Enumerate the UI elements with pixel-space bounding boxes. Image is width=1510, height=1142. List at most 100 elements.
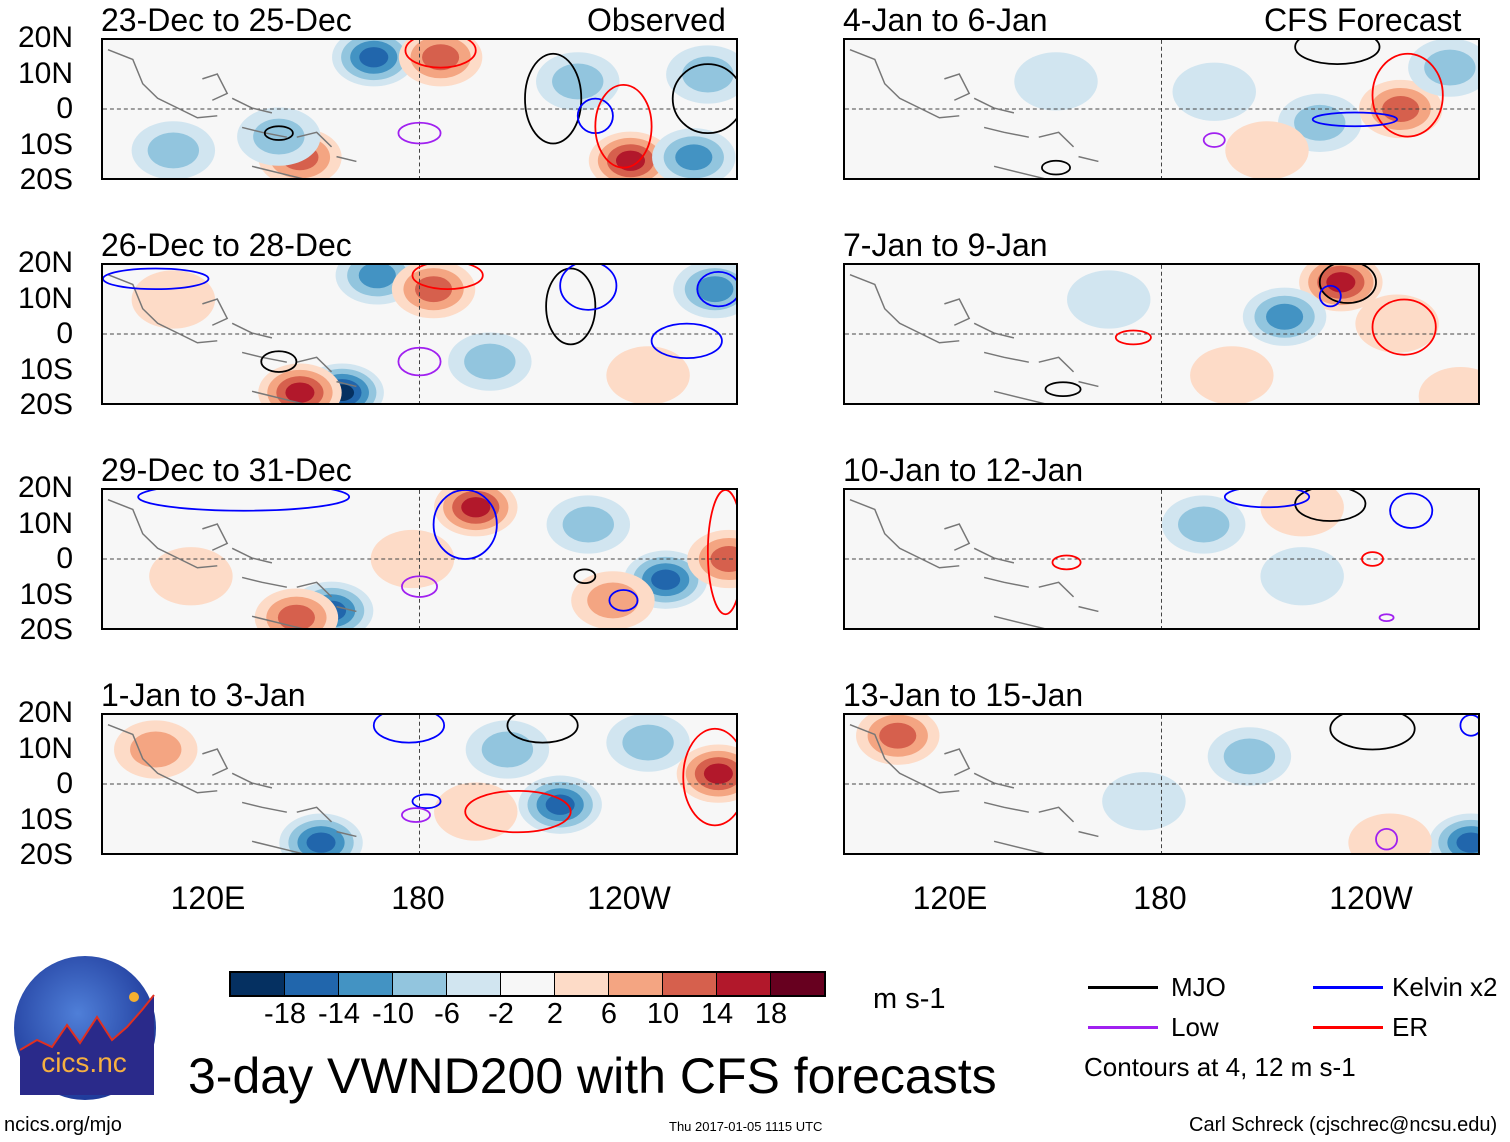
anomaly-shading: [1102, 772, 1186, 831]
colorbar: [229, 971, 826, 997]
mjo-contour: [260, 350, 298, 373]
map-panel: [843, 263, 1480, 405]
mjo-contour: [524, 52, 583, 145]
er-contour: [1371, 298, 1437, 356]
mjo-contour: [1041, 159, 1071, 176]
anomaly-shading: [285, 382, 315, 403]
low-contour: [401, 575, 438, 598]
colorbar-swatch: [663, 973, 717, 995]
anomaly-shading: [131, 270, 216, 329]
anomaly-shading: [696, 276, 734, 303]
er-contour: [404, 40, 477, 69]
mjo-contour: [1044, 381, 1082, 397]
site-link[interactable]: ncics.org/mjo: [4, 1114, 122, 1136]
ytick-label: 20S: [19, 838, 73, 871]
er-contour: [1371, 52, 1444, 138]
anomaly-shading: [422, 44, 460, 71]
mjo-contour: [1294, 40, 1381, 66]
ytick-label: 10S: [19, 127, 73, 161]
anomaly-shading: [606, 346, 690, 403]
ytick-label: 20N: [17, 246, 73, 279]
ytick-label: 0: [56, 767, 73, 800]
mjo-contour: [545, 267, 597, 346]
ytick-label: 0: [56, 542, 73, 575]
anomaly-shading: [682, 56, 734, 93]
ytick-label: 20S: [19, 613, 73, 646]
anomaly-shading: [434, 782, 518, 841]
anomaly-shading: [1266, 303, 1304, 330]
ytick-label: 10S: [19, 802, 73, 836]
kelvin-contour: [650, 322, 723, 360]
colorbar-tick-label: 18: [754, 998, 788, 1030]
anomaly-shading: [253, 118, 305, 155]
anomaly-shading: [481, 731, 534, 768]
anomaly-shading: [1418, 366, 1478, 403]
cics-logo: cics.nc: [14, 956, 156, 1100]
anomaly-shading: [1178, 506, 1230, 543]
colorbar-swatch: [717, 973, 771, 995]
contours-note: Contours at 4, 12 m s-1: [1084, 1052, 1356, 1082]
anomaly-shading: [1355, 294, 1439, 353]
panel-title: 10-Jan to 12-Jan: [843, 452, 1084, 488]
kelvin-contour: [137, 490, 351, 512]
map-panel: [101, 488, 738, 630]
legend-er-line: [1313, 1026, 1383, 1029]
panel-title: 29-Dec to 31-Dec: [101, 452, 352, 488]
er-contour: [411, 265, 484, 291]
low-contour: [1202, 132, 1226, 148]
kelvin-contour: [696, 271, 736, 308]
legend-low-label: Low: [1171, 1012, 1219, 1042]
kelvin-contour: [432, 490, 498, 560]
colorbar-tick-label: 14: [700, 998, 734, 1030]
er-contour: [682, 727, 736, 827]
kelvin-contour: [103, 267, 210, 291]
colorbar-swatch: [609, 973, 663, 995]
ytick-label: 20S: [19, 163, 73, 196]
colorbar-swatch: [771, 973, 824, 995]
coastline: [107, 499, 357, 628]
anomaly-shading: [1223, 738, 1276, 775]
kelvin-contour: [1311, 111, 1399, 128]
colorbar-tick-label: 10: [646, 998, 680, 1030]
low-contour: [397, 121, 442, 145]
er-contour: [1361, 551, 1384, 567]
colorbar-swatch: [231, 973, 285, 995]
kelvin-contour: [1318, 284, 1342, 308]
timestamp: Thu 2017-01-05 1115 UTC: [669, 1119, 823, 1134]
anomaly-shading: [675, 144, 713, 171]
legend-mjo-label: MJO: [1171, 972, 1226, 1002]
xtick-left-120W: 120W: [587, 880, 671, 916]
coastline: [849, 49, 1099, 178]
anomaly-shading: [703, 763, 733, 784]
colorbar-tick-label: -2: [488, 998, 514, 1030]
colorbar-swatch: [339, 973, 393, 995]
map-panel: [101, 713, 738, 855]
anomaly-shading: [1326, 272, 1356, 293]
anomaly-shading: [1456, 832, 1478, 853]
anomaly-shading: [1424, 49, 1476, 86]
xtick-right-120E: 120E: [912, 880, 988, 916]
panel-title: 4-Jan to 6-Jan: [843, 2, 1048, 38]
er-contour: [706, 490, 736, 616]
anomaly-shading: [130, 731, 182, 768]
anomaly-shading: [615, 150, 646, 171]
map-panel: [101, 38, 738, 180]
colorbar-tick-label: 2: [546, 998, 564, 1030]
figure-title: 3-day VWND200 with CFS forecasts: [188, 1048, 997, 1104]
anomaly-shading: [1067, 270, 1151, 329]
legend-low-line: [1088, 1026, 1158, 1029]
anomaly-shading: [306, 832, 336, 853]
coastline: [107, 724, 357, 853]
anomaly-shading: [552, 63, 604, 100]
colorbar-swatch: [501, 973, 555, 995]
anomaly-shading: [1260, 547, 1344, 606]
colorbar-tick-label: -14: [318, 998, 360, 1030]
ytick-label: 20N: [17, 21, 73, 54]
colorbar-swatch: [555, 973, 609, 995]
ytick-label: 10N: [17, 281, 73, 315]
author-credit: Carl Schreck (cjschrec@ncsu.edu): [1189, 1114, 1498, 1136]
logo-text: cics.nc: [41, 1047, 127, 1078]
ytick-label: 10N: [17, 731, 73, 765]
coastline: [107, 49, 357, 178]
kelvin-contour: [1389, 492, 1434, 529]
